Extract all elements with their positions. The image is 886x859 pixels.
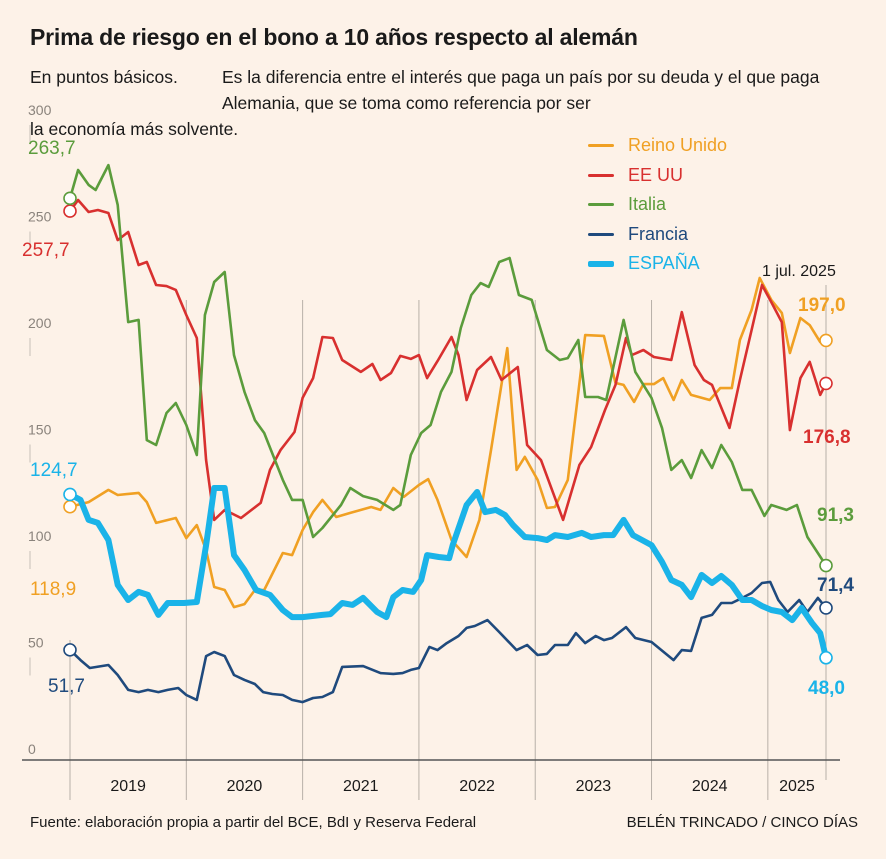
legend-item-italia: Italia [588,190,727,220]
credit: BELÉN TRINCADO / CINCO DÍAS [626,814,858,831]
end-marker [819,333,833,348]
legend-swatch [588,173,614,177]
end-marker [819,650,833,665]
source-note: Fuente: elaboración propia a partir del … [30,814,477,831]
legend-label: ESPAÑA [628,253,700,274]
series-line-italia [68,163,828,567]
start-value-label: 263,7 [28,138,76,159]
legend-label: EE UU [628,164,684,185]
x-tick-label: 2020 [227,778,263,795]
legend-swatch [588,260,614,267]
x-tick-label: 2022 [459,778,495,795]
end-value-label: 176,8 [803,427,851,448]
start-marker [63,499,77,514]
unit-note: En puntos básicos. [30,67,178,87]
legend-swatch [588,203,614,207]
start-value-label: 257,7 [22,240,70,261]
end-marker [819,376,833,391]
series-line-reino-unido [68,276,828,609]
start-marker [63,191,77,206]
chart-description: Es la diferencia entre el interés que pa… [222,67,820,113]
x-tick-label: 2024 [692,778,728,795]
y-tick-label: 100 [28,528,52,544]
y-tick-label: 50 [28,635,44,651]
start-value-label: 118,9 [30,579,76,600]
y-tick-label: 150 [28,422,52,438]
chart-description-end: la economía más solvente. [30,119,239,139]
end-value-label: 71,4 [817,575,854,596]
end-value-label: 91,3 [817,505,854,526]
legend-item-ee-uu: EE UU [588,161,727,191]
legend-item-reino-unido: Reino Unido [588,131,727,161]
legend-label: Italia [628,194,667,215]
series-line-francia [68,580,828,704]
end-marker [819,558,833,573]
end-value-label: 197,0 [798,295,846,316]
series-line-españa [67,485,829,661]
start-marker [63,487,77,502]
x-tick-label: 2023 [576,778,612,795]
y-tick-label: 300 [28,102,52,118]
legend-swatch [588,232,614,236]
series-line-ee-uu [68,198,828,522]
start-value-label: 51,7 [48,676,85,697]
legend-label: Francia [628,223,689,244]
end-date-label: 1 jul. 2025 [762,263,836,280]
start-marker [63,643,77,657]
end-marker [819,601,833,615]
legend: Reino Unido EE UU Italia Francia ESPAÑA [588,131,727,279]
x-tick-label: 2021 [343,778,379,795]
y-tick-label: 250 [28,209,52,225]
legend-item-espana: ESPAÑA [588,249,727,279]
x-tick-label: 2025 [779,778,815,795]
x-tick-label: 2019 [110,778,146,795]
start-value-label: 124,7 [30,460,78,481]
legend-swatch [588,144,614,148]
y-tick-label: 200 [28,315,52,331]
legend-label: Reino Unido [628,135,728,156]
end-value-label: 48,0 [808,678,845,699]
chart-title: Prima de riesgo en el bono a 10 años res… [30,24,638,50]
y-tick-label: 0 [28,741,36,757]
legend-item-francia: Francia [588,220,727,250]
start-marker [63,204,77,218]
